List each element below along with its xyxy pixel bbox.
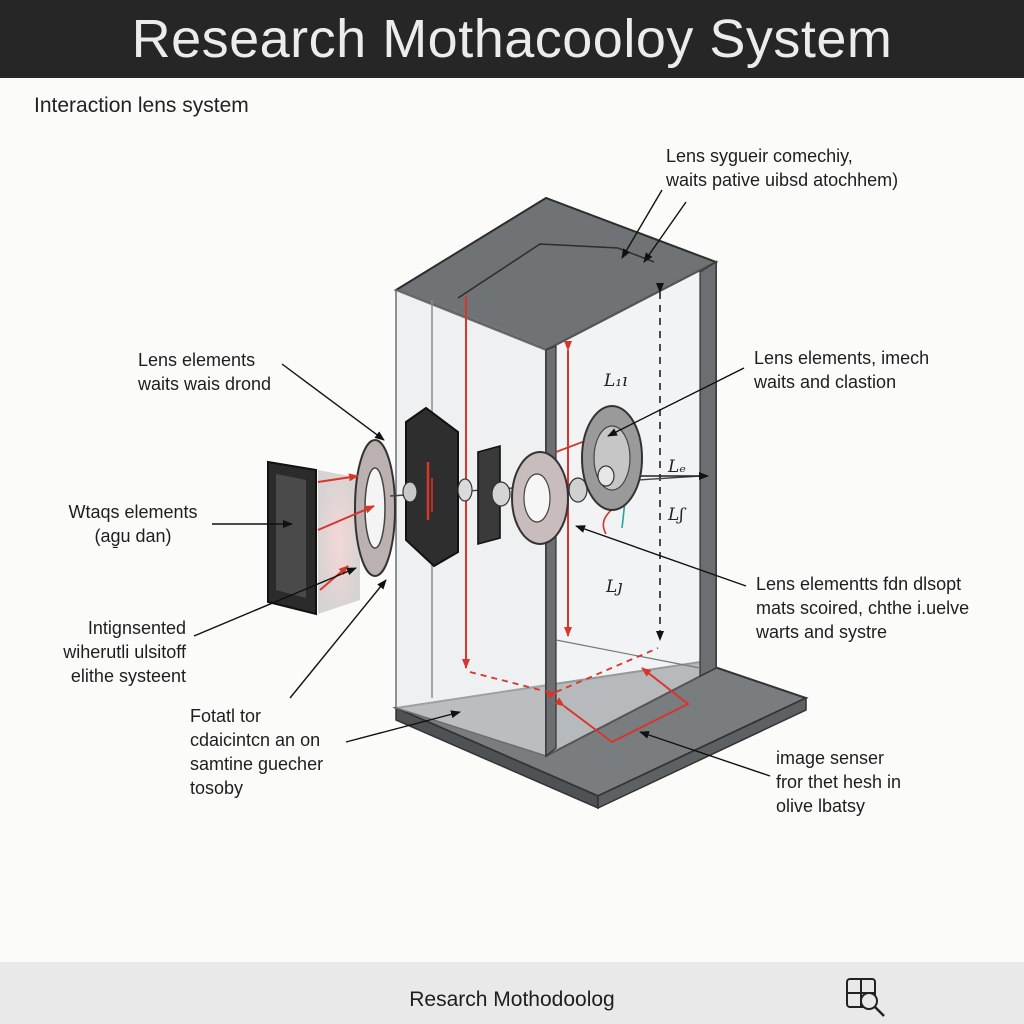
outer-lens (317, 439, 396, 591)
label-left-lower: Intignsented wiherutli ulsitoff elithe s… (63, 618, 186, 686)
label-left-upper: Lens elements waits wais drond (138, 350, 272, 394)
center-block (402, 406, 459, 568)
diagram-subtitle: Interaction lens system (34, 94, 249, 117)
leader-lines (193, 189, 771, 777)
label-right-middle: Lens elementts fdn dlsopt mats scoired, … (756, 574, 970, 642)
footer-label: Resarch Mothodoolog (409, 988, 615, 1011)
enclosure (393, 196, 719, 758)
label-top-right: Lens sygueir comechiy, waits pative uibs… (666, 146, 899, 190)
rear-lens (581, 405, 643, 511)
label-bottom-right: image senser fror thet hesh in olive lba… (776, 748, 902, 816)
small-lens (568, 477, 588, 503)
symbol-l3: Lʃ (667, 505, 687, 525)
label-right-upper: Lens elements, imech waits and clastion (754, 348, 930, 392)
narrow-block (477, 444, 501, 546)
label-left-middle: Wtaqs elements (ag̱u dan) (68, 502, 198, 546)
label-bottom-left: Fotatl tor cdaicintcn an on samtine guec… (190, 706, 324, 798)
mid-lens (511, 451, 569, 545)
small-lens (491, 481, 511, 507)
search-grid-icon[interactable] (844, 976, 888, 1020)
symbol-l4: Lȷ (605, 577, 623, 597)
small-lens (457, 478, 473, 502)
image-sensor-block (267, 460, 360, 616)
header: Research Mothacooloy System (0, 0, 1024, 78)
symbol-l2: Lₑ (667, 457, 686, 477)
symbol-l1: L₁ı (603, 371, 628, 391)
page-title: Research Mothacooloy System (131, 9, 893, 69)
